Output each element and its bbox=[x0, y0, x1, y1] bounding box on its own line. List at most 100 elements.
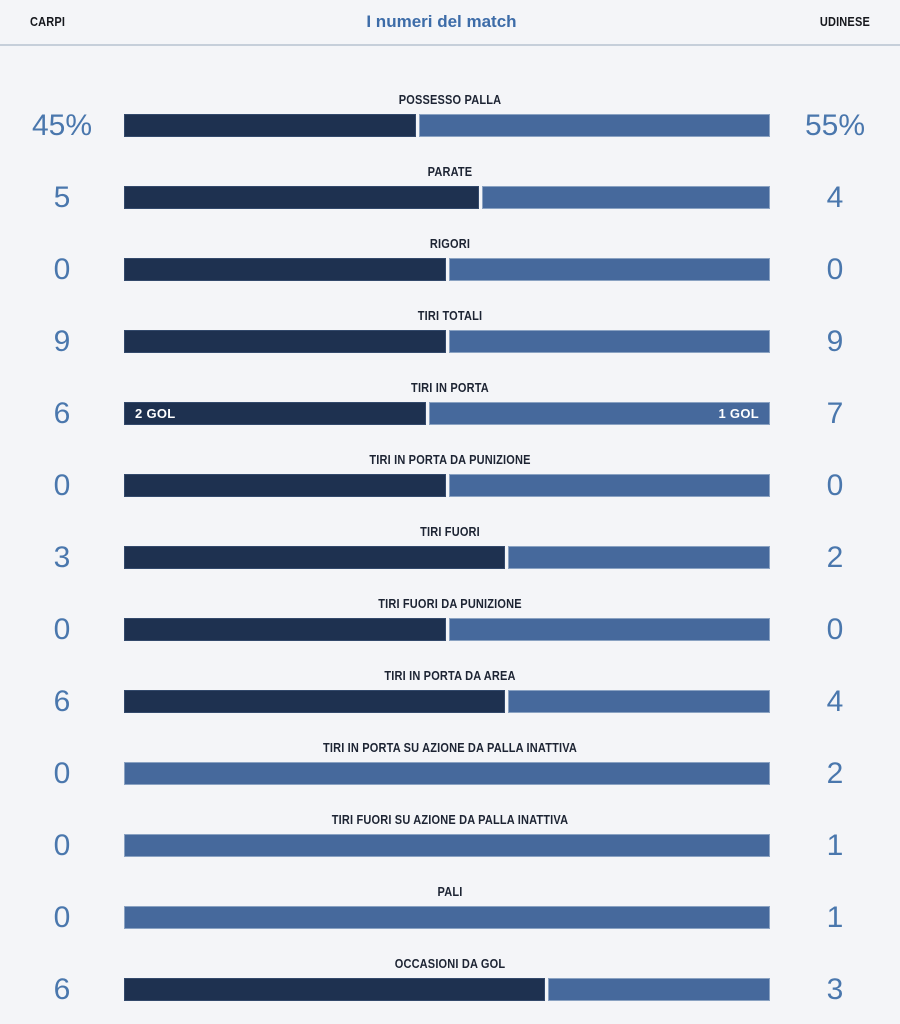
stat-bar bbox=[124, 834, 770, 857]
stat-bar bbox=[124, 186, 770, 209]
home-bar-segment bbox=[124, 690, 506, 713]
stat-bar-line: 0 0 bbox=[0, 469, 900, 502]
stat-row: TIRI FUORI DA PUNIZIONE 0 0 bbox=[0, 596, 900, 646]
stat-bar-line: 5 4 bbox=[0, 181, 900, 214]
away-stat-value: 2 bbox=[826, 757, 844, 790]
away-stat-value: 4 bbox=[826, 685, 844, 718]
home-bar-segment bbox=[124, 258, 446, 281]
stat-label: TIRI IN PORTA bbox=[411, 381, 489, 395]
home-stat-value: 9 bbox=[53, 325, 71, 358]
home-bar-label: 2 GOL bbox=[135, 406, 176, 421]
away-stat-value: 3 bbox=[826, 973, 844, 1006]
stat-label: POSSESSO PALLA bbox=[398, 93, 502, 107]
stat-row: TIRI FUORI SU AZIONE DA PALLA INATTIVA 0… bbox=[0, 812, 900, 862]
home-stat-value: 0 bbox=[53, 901, 71, 934]
stats-rows: POSSESSO PALLA 45% 55% PARATE 5 bbox=[0, 46, 900, 1006]
stat-bar bbox=[124, 618, 770, 641]
away-bar-segment bbox=[448, 258, 770, 281]
away-bar-segment bbox=[548, 978, 770, 1001]
stat-bar-line: 0 1 bbox=[0, 829, 900, 862]
stat-label: OCCASIONI DA GOL bbox=[394, 957, 506, 971]
stat-label: PARATE bbox=[427, 165, 473, 179]
home-stat-value: 0 bbox=[53, 253, 71, 286]
stat-bar bbox=[124, 330, 770, 353]
stat-label: TIRI TOTALI bbox=[417, 309, 483, 323]
stat-bar-line: 6 4 bbox=[0, 685, 900, 718]
page-title: I numeri del match bbox=[366, 12, 517, 31]
stat-bar bbox=[124, 546, 770, 569]
stat-label: TIRI FUORI bbox=[420, 525, 480, 539]
stat-bar-line: 9 9 bbox=[0, 325, 900, 358]
stat-row: TIRI IN PORTA SU AZIONE DA PALLA INATTIV… bbox=[0, 740, 900, 790]
home-stat-value: 0 bbox=[53, 469, 71, 502]
home-stat-value: 3 bbox=[53, 541, 71, 574]
home-bar-segment: 2 GOL bbox=[124, 402, 426, 425]
away-stat-value: 0 bbox=[826, 469, 844, 502]
home-stat-value: 6 bbox=[53, 397, 71, 430]
stat-bar-line: 6 2 GOL 1 GOL 7 bbox=[0, 397, 900, 430]
stat-label: PALI bbox=[437, 885, 463, 899]
home-team-name: CARPI bbox=[30, 15, 66, 29]
away-stat-value: 7 bbox=[826, 397, 844, 430]
stat-row: TIRI IN PORTA DA AREA 6 4 bbox=[0, 668, 900, 718]
home-stat-value: 0 bbox=[53, 757, 71, 790]
away-bar-segment bbox=[124, 906, 770, 929]
stat-row: TIRI TOTALI 9 9 bbox=[0, 308, 900, 358]
stat-bar-line: 3 2 bbox=[0, 541, 900, 574]
stat-row: TIRI IN PORTA DA PUNIZIONE 0 0 bbox=[0, 452, 900, 502]
stat-bar-line: 0 1 bbox=[0, 901, 900, 934]
away-team-name: UDINESE bbox=[819, 15, 870, 29]
stat-label: TIRI IN PORTA DA PUNIZIONE bbox=[369, 453, 531, 467]
stat-row: POSSESSO PALLA 45% 55% bbox=[0, 92, 900, 142]
stat-bar-line: 0 0 bbox=[0, 613, 900, 646]
home-stat-value: 0 bbox=[53, 613, 71, 646]
away-bar-segment bbox=[124, 834, 770, 857]
away-stat-value: 1 bbox=[826, 901, 844, 934]
away-bar-segment: 1 GOL bbox=[428, 402, 770, 425]
stat-bar bbox=[124, 114, 770, 137]
stat-label: TIRI IN PORTA SU AZIONE DA PALLA INATTIV… bbox=[322, 741, 578, 755]
header: CARPI I numeri del match UDINESE bbox=[0, 0, 900, 46]
stat-row: RIGORI 0 0 bbox=[0, 236, 900, 286]
stat-bar bbox=[124, 978, 770, 1001]
away-stat-value: 2 bbox=[826, 541, 844, 574]
home-bar-segment bbox=[124, 330, 446, 353]
home-stat-value: 45% bbox=[31, 109, 93, 142]
stat-bar bbox=[124, 690, 770, 713]
stat-bar bbox=[124, 762, 770, 785]
stat-label: RIGORI bbox=[429, 237, 471, 251]
stat-row: OCCASIONI DA GOL 6 3 bbox=[0, 956, 900, 1006]
stat-row: TIRI IN PORTA 6 2 GOL 1 GOL 7 bbox=[0, 380, 900, 430]
away-stat-value: 0 bbox=[826, 253, 844, 286]
stat-bar-line: 0 2 bbox=[0, 757, 900, 790]
away-stat-value: 1 bbox=[826, 829, 844, 862]
away-bar-segment bbox=[448, 330, 770, 353]
away-stat-value: 55% bbox=[804, 109, 866, 142]
stat-row: PALI 0 1 bbox=[0, 884, 900, 934]
stat-bar bbox=[124, 906, 770, 929]
home-bar-segment bbox=[124, 186, 479, 209]
stat-row: TIRI FUORI 3 2 bbox=[0, 524, 900, 574]
stat-bar: 2 GOL 1 GOL bbox=[124, 402, 770, 425]
home-bar-segment bbox=[124, 474, 446, 497]
away-bar-segment bbox=[124, 762, 770, 785]
away-bar-segment bbox=[508, 546, 770, 569]
home-bar-segment bbox=[124, 978, 546, 1001]
away-stat-value: 0 bbox=[826, 613, 844, 646]
home-bar-segment bbox=[124, 618, 446, 641]
away-bar-segment bbox=[448, 474, 770, 497]
home-stat-value: 6 bbox=[53, 973, 71, 1006]
away-bar-segment bbox=[418, 114, 770, 137]
away-bar-segment bbox=[508, 690, 770, 713]
home-bar-segment bbox=[124, 114, 416, 137]
stat-bar-line: 6 3 bbox=[0, 973, 900, 1006]
away-stat-value: 4 bbox=[826, 181, 844, 214]
stat-label: TIRI IN PORTA DA AREA bbox=[384, 669, 516, 683]
stat-bar-line: 0 0 bbox=[0, 253, 900, 286]
home-stat-value: 5 bbox=[53, 181, 71, 214]
away-bar-segment bbox=[448, 618, 770, 641]
stat-bar bbox=[124, 474, 770, 497]
home-bar-segment bbox=[124, 546, 506, 569]
away-stat-value: 9 bbox=[826, 325, 844, 358]
stat-label: TIRI FUORI DA PUNIZIONE bbox=[378, 597, 522, 611]
